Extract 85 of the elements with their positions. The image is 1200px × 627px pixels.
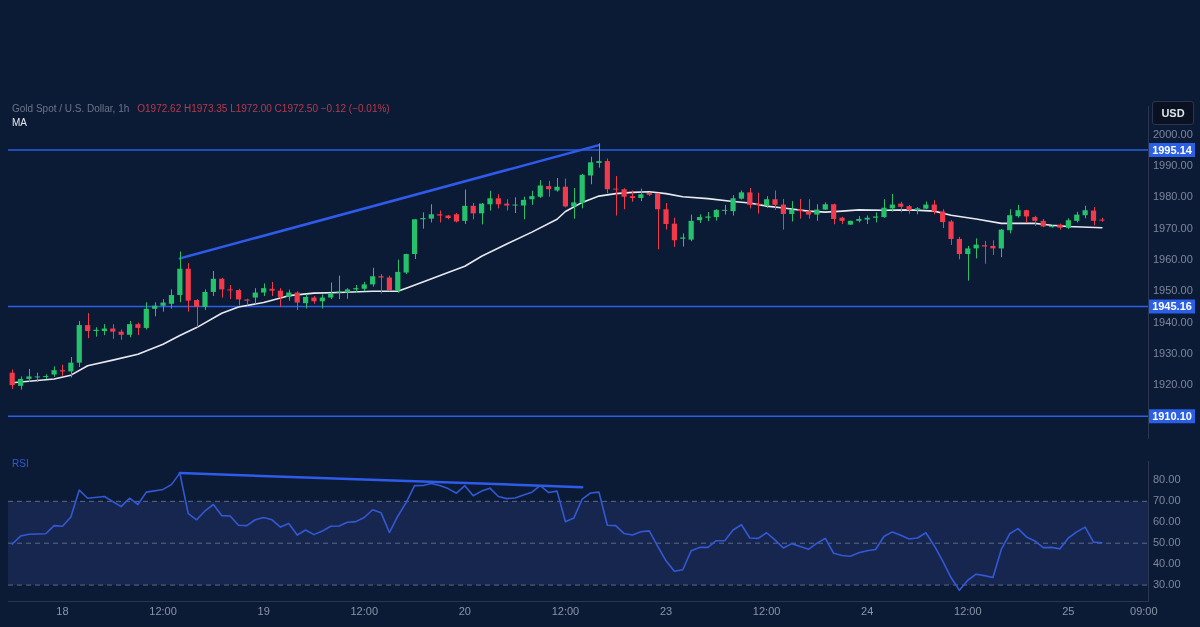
candlestick xyxy=(194,298,200,328)
candlestick xyxy=(940,208,946,229)
candlestick xyxy=(227,284,233,300)
candlestick xyxy=(504,198,510,212)
candlestick xyxy=(294,290,300,311)
x-tick-label: 12:00 xyxy=(149,605,177,618)
candlestick xyxy=(219,277,225,299)
y-tick-label: 40.00 xyxy=(1153,557,1181,570)
candlestick xyxy=(1007,208,1013,234)
y-tick-label: 1940.00 xyxy=(1153,315,1193,328)
candlestick xyxy=(1090,206,1097,226)
x-tick-label: 24 xyxy=(861,605,874,618)
candlestick xyxy=(680,232,686,248)
ref-line-label: 1995.14 xyxy=(1152,143,1193,156)
candlestick xyxy=(772,189,778,211)
candlestick xyxy=(780,198,786,231)
candlestick xyxy=(730,194,736,217)
ref-line-label: 1945.16 xyxy=(1152,299,1192,312)
candlestick xyxy=(378,273,384,294)
y-tick-label: 1990.00 xyxy=(1153,159,1193,172)
candlestick xyxy=(797,198,803,220)
candlestick xyxy=(202,288,208,311)
x-tick-label: 20 xyxy=(458,605,471,618)
ref-line-label: 1910.10 xyxy=(1152,409,1192,422)
x-tick-label: 19 xyxy=(257,605,270,618)
x-tick-label: 18 xyxy=(56,605,69,618)
y-tick-label: 2000.00 xyxy=(1153,127,1193,140)
candlestick xyxy=(688,214,694,242)
candlestick xyxy=(428,203,434,223)
candlestick xyxy=(336,275,342,300)
candlestick xyxy=(85,312,91,339)
candlestick xyxy=(747,187,753,209)
candlestick xyxy=(277,287,284,308)
candlestick xyxy=(965,245,971,282)
candlestick xyxy=(613,175,619,217)
y-tick-label: 1920.00 xyxy=(1153,378,1193,391)
candlestick xyxy=(655,192,661,250)
candlestick xyxy=(596,142,602,169)
candlestick xyxy=(462,189,468,225)
annotation: O1972.62 H1973.35 L1972.00 C1972.50 −0.12 (−0.01%) xyxy=(137,103,390,114)
y-tick-label: 1930.00 xyxy=(1153,346,1193,359)
x-tick-label: 12:00 xyxy=(551,605,580,618)
candlestick xyxy=(621,187,627,210)
candlestick xyxy=(587,156,594,185)
candlestick xyxy=(805,198,812,220)
candlestick xyxy=(948,219,954,246)
x-tick-label: 09:00 xyxy=(1130,605,1158,618)
candlestick xyxy=(629,189,636,203)
candlestick xyxy=(956,236,962,260)
candlestick xyxy=(571,187,577,220)
candlestick xyxy=(520,196,527,220)
candlestick xyxy=(722,204,728,216)
y-tick-label: 1960.00 xyxy=(1153,253,1193,266)
candlestick xyxy=(663,202,669,231)
y-tick-label: 1970.00 xyxy=(1153,221,1193,234)
candlestick xyxy=(671,217,677,248)
candlestick xyxy=(479,202,485,225)
y-tick-label: 70.00 xyxy=(1153,494,1181,507)
y-tick-label: 1950.00 xyxy=(1153,284,1193,297)
y-tick-label: 80.00 xyxy=(1153,473,1181,486)
candlestick xyxy=(143,301,149,330)
candlestick xyxy=(487,190,493,212)
candlestick xyxy=(168,288,175,309)
y-axis-title: USD xyxy=(1152,101,1194,125)
candlestick xyxy=(512,196,518,214)
candlestick xyxy=(9,369,15,390)
candlestick xyxy=(210,270,216,297)
candlestick xyxy=(981,240,988,265)
x-tick-label: 25 xyxy=(1062,605,1075,618)
y-tick-label: 50.00 xyxy=(1153,536,1181,549)
x-tick-label: 23 xyxy=(659,605,673,618)
candlestick xyxy=(395,259,401,294)
y-tick-label: 30.00 xyxy=(1153,578,1181,591)
candlestick xyxy=(370,267,376,288)
candlestick xyxy=(881,198,887,219)
text: MA xyxy=(12,117,27,128)
candlestick xyxy=(998,228,1004,258)
candlestick xyxy=(562,178,569,208)
text: RSI xyxy=(12,458,29,469)
chart-title: Gold Spot / U.S. Dollar, 1h xyxy=(12,103,130,114)
y-tick-label: 60.00 xyxy=(1153,515,1181,528)
x-tick-label: 12:00 xyxy=(350,605,379,618)
y-tick-label: 1980.00 xyxy=(1153,190,1193,203)
x-tick-label: 12:00 xyxy=(752,605,781,618)
x-tick-label: 12:00 xyxy=(954,605,982,618)
